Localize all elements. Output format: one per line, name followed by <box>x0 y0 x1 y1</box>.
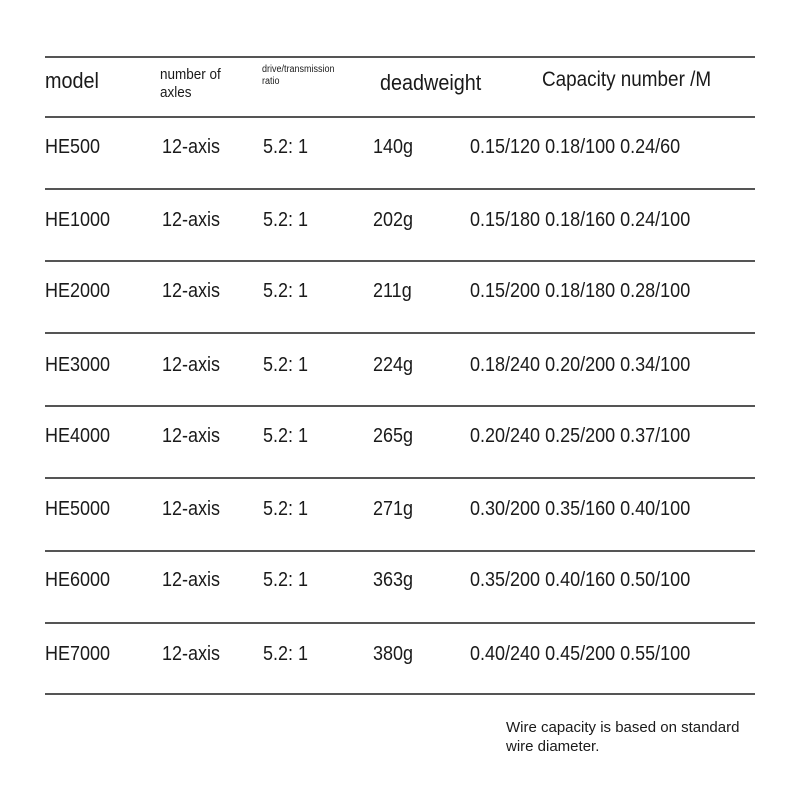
cell-axles: 12-axis <box>162 643 221 665</box>
header-ratio-line1: drive/transmission <box>262 64 335 75</box>
cell-weight: 380g <box>373 643 414 665</box>
cell-model: HE4000 <box>45 425 111 447</box>
cell-ratio: 5.2: 1 <box>263 498 309 520</box>
cell-capacity: 0.30/200 0.35/160 0.40/100 <box>470 498 691 520</box>
cell-weight: 271g <box>373 498 414 520</box>
cell-weight: 211g <box>373 280 412 302</box>
cell-ratio: 5.2: 1 <box>263 569 309 591</box>
divider <box>45 693 755 695</box>
cell-weight: 202g <box>373 209 414 231</box>
cell-axles: 12-axis <box>162 569 221 591</box>
cell-weight: 265g <box>373 425 414 447</box>
cell-capacity: 0.20/240 0.25/200 0.37/100 <box>470 425 691 447</box>
cell-ratio: 5.2: 1 <box>263 643 309 665</box>
divider <box>45 477 755 479</box>
divider <box>45 622 755 624</box>
cell-weight: 224g <box>373 354 414 376</box>
cell-model: HE1000 <box>45 209 111 231</box>
cell-ratio: 5.2: 1 <box>263 354 309 376</box>
cell-ratio: 5.2: 1 <box>263 136 309 158</box>
divider <box>45 56 755 58</box>
cell-capacity: 0.15/180 0.18/160 0.24/100 <box>470 209 691 231</box>
header-model: model <box>45 68 99 93</box>
header-weight: deadweight <box>380 70 482 95</box>
cell-model: HE5000 <box>45 498 111 520</box>
cell-ratio: 5.2: 1 <box>263 280 309 302</box>
cell-model: HE3000 <box>45 354 111 376</box>
divider <box>45 550 755 552</box>
header-ratio: drive/transmission ratio <box>262 64 335 88</box>
cell-model: HE2000 <box>45 280 111 302</box>
footnote-line2: wire diameter. <box>506 738 600 755</box>
cell-ratio: 5.2: 1 <box>263 425 309 447</box>
footnote-line1: Wire capacity is based on standard <box>506 719 740 736</box>
cell-axles: 12-axis <box>162 498 221 520</box>
cell-model: HE6000 <box>45 569 111 591</box>
cell-weight: 140g <box>373 136 414 158</box>
header-axles-line1: number of <box>160 66 221 83</box>
cell-axles: 12-axis <box>162 354 221 376</box>
cell-capacity: 0.15/200 0.18/180 0.28/100 <box>470 280 691 302</box>
divider <box>45 260 755 262</box>
cell-model: HE500 <box>45 136 101 158</box>
cell-capacity: 0.35/200 0.40/160 0.50/100 <box>470 569 691 591</box>
header-ratio-line2: ratio <box>262 76 280 87</box>
cell-axles: 12-axis <box>162 136 221 158</box>
header-axles-line2: axles <box>160 84 192 101</box>
cell-axles: 12-axis <box>162 425 221 447</box>
cell-model: HE7000 <box>45 643 111 665</box>
cell-capacity: 0.15/120 0.18/100 0.24/60 <box>470 136 681 158</box>
divider <box>45 188 755 190</box>
divider <box>45 332 755 334</box>
footnote: Wire capacity is based on standard wire … <box>506 718 739 756</box>
header-capacity: Capacity number /M <box>542 68 712 91</box>
header-axles: number of axles <box>160 66 221 102</box>
cell-axles: 12-axis <box>162 209 221 231</box>
divider <box>45 405 755 407</box>
cell-ratio: 5.2: 1 <box>263 209 309 231</box>
cell-weight: 363g <box>373 569 414 591</box>
cell-axles: 12-axis <box>162 280 221 302</box>
divider <box>45 116 755 118</box>
cell-capacity: 0.40/240 0.45/200 0.55/100 <box>470 643 691 665</box>
cell-capacity: 0.18/240 0.20/200 0.34/100 <box>470 354 691 376</box>
